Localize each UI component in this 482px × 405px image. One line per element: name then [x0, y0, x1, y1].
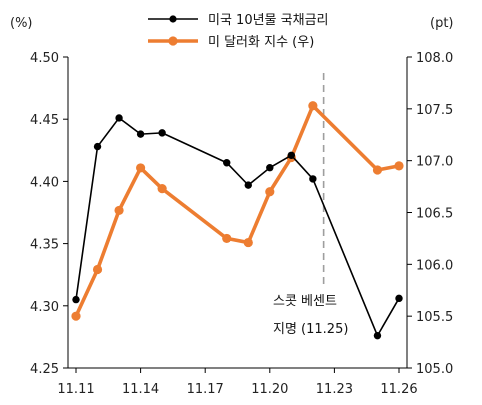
x-tick-label: 11.14 — [122, 382, 159, 397]
dollar-index-point — [372, 165, 383, 175]
legend: 미국 10년물 국채금리 미 달러화 지수 (우) — [148, 13, 329, 50]
treasury-yield-point — [395, 294, 403, 303]
treasury-yield-point — [136, 130, 145, 138]
y-right-unit: (pt) — [430, 16, 454, 31]
treasury-yield-point — [244, 181, 252, 189]
treasury-yield-point — [158, 129, 166, 137]
treasury-yield-point — [93, 142, 102, 151]
treasury-yield-point — [309, 175, 317, 183]
left-tick-label: 4.45 — [30, 113, 59, 128]
y-left-unit: (%) — [10, 16, 33, 31]
legend-label-treasury-yield: 미국 10년물 국채금리 — [208, 13, 329, 28]
x-tick-label: 11.11 — [57, 382, 94, 397]
right-tick-label: 106.0 — [416, 258, 453, 273]
right-tick-label: 107.5 — [416, 103, 453, 118]
x-tick-label: 11.23 — [316, 382, 353, 397]
treasury-yield-point — [266, 164, 274, 172]
legend-marker-dollar-index — [168, 36, 178, 46]
dollar-index-point — [243, 237, 253, 248]
right-tick-label: 106.5 — [416, 207, 453, 222]
left-tick-label: 4.40 — [30, 175, 59, 190]
left-axis-ticks: 4.50 4.45 4.40 4.35 4.30 4.25 — [30, 51, 68, 377]
right-tick-label: 105.5 — [416, 310, 453, 325]
left-tick-label: 4.25 — [30, 362, 59, 377]
treasury-yield-point — [115, 114, 123, 122]
annotation-label-line2: 지명 (11.25) — [273, 322, 348, 337]
left-tick-label: 4.30 — [30, 300, 59, 315]
right-axis-ticks: 108.0 107.5 107.0 106.5 106.0 105.5 105.0 — [407, 51, 453, 377]
dollar-index-point — [92, 264, 103, 275]
legend-label-dollar-index: 미 달러화 지수 (우) — [208, 35, 314, 50]
treasury-yield-line — [75, 117, 400, 337]
dollar-index-point — [157, 184, 167, 194]
left-tick-label: 4.50 — [30, 51, 59, 66]
dollar-index-point — [136, 163, 146, 173]
x-tick-label: 11.26 — [380, 382, 417, 397]
dollar-index-point — [114, 205, 124, 216]
series-treasury-yield — [72, 114, 403, 340]
dollar-index-point — [71, 311, 81, 321]
right-tick-label: 105.0 — [416, 362, 453, 377]
treasury-yield-point — [373, 331, 382, 340]
x-axis-ticks: 11.11 11.14 11.17 11.20 11.23 11.26 — [57, 368, 418, 397]
dollar-index-point — [394, 161, 404, 171]
x-tick-label: 11.17 — [187, 382, 224, 397]
right-tick-label: 107.0 — [416, 155, 453, 170]
dollar-index-line — [74, 103, 401, 318]
dollar-index-point — [222, 233, 232, 244]
annotation: 스콧 베센트 지명 (11.25) — [273, 73, 348, 337]
annotation-label-line1: 스콧 베센트 — [273, 294, 337, 309]
legend-marker-treasury-yield — [169, 15, 177, 23]
treasury-yield-point — [223, 159, 231, 167]
right-tick-label: 108.0 — [416, 51, 453, 66]
dollar-index-point — [308, 101, 318, 111]
dollar-index-point — [265, 187, 275, 197]
treasury-yield-point — [287, 151, 296, 159]
x-tick-label: 11.20 — [251, 382, 288, 397]
treasury-yield-point — [72, 295, 80, 304]
series-dollar-index — [71, 101, 404, 321]
left-tick-label: 4.35 — [30, 238, 59, 253]
